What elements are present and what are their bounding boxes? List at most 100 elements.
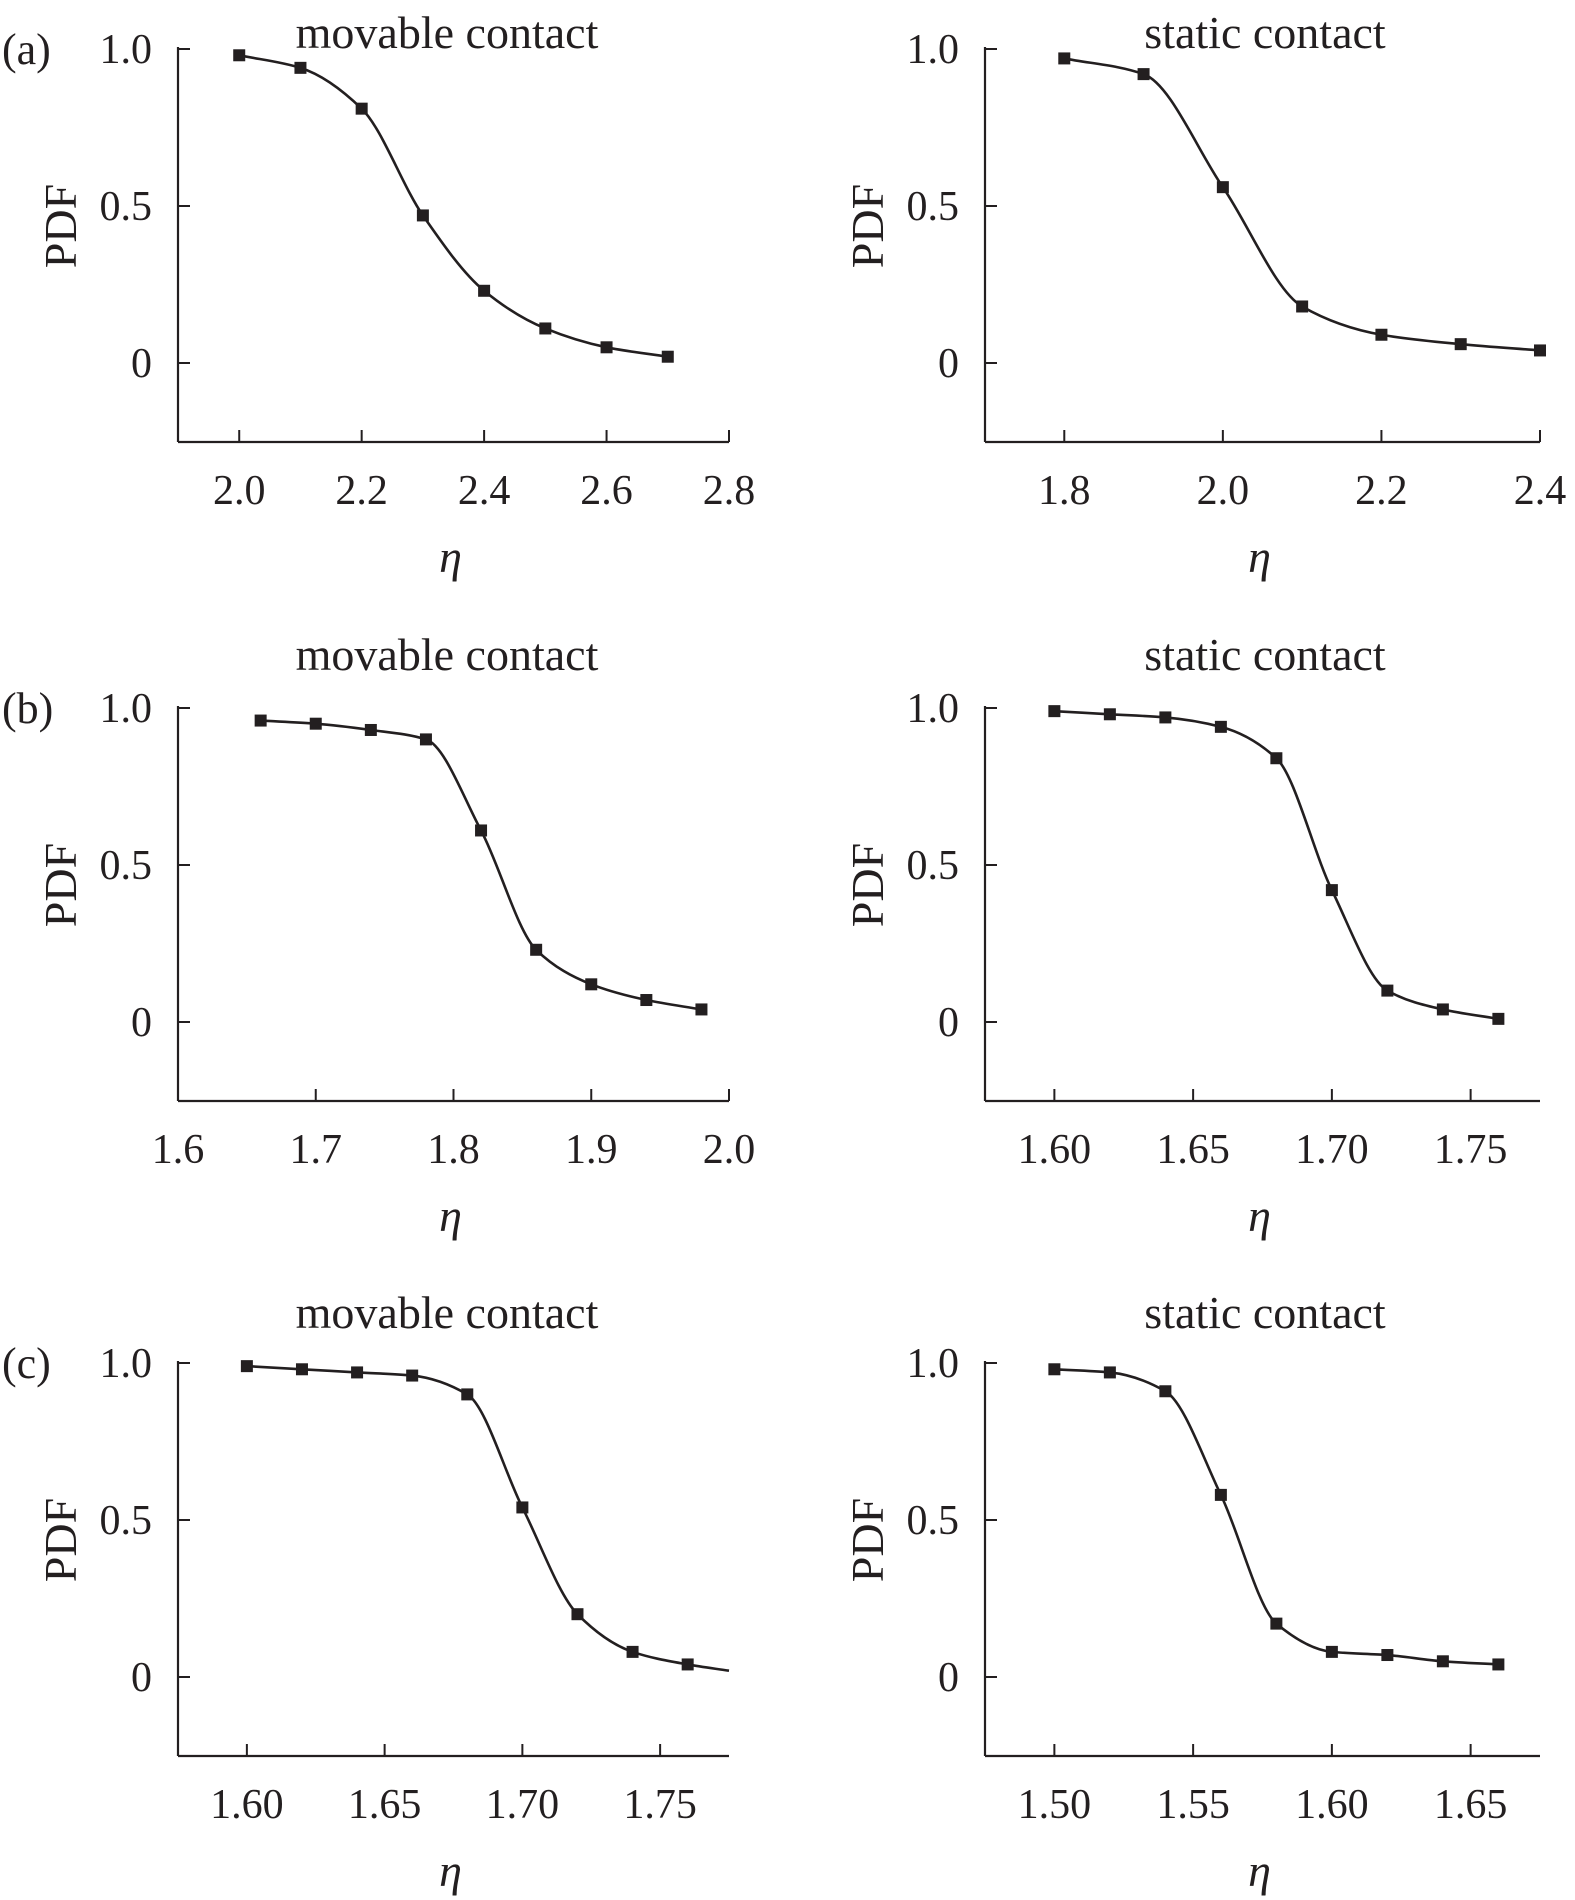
x-tick-label: 1.8 [1038, 468, 1091, 514]
chart-title: static contact [1144, 7, 1386, 58]
series-line [246, 1364, 730, 1673]
y-tick-label: 0 [131, 1000, 152, 1046]
x-axis-label: η [1248, 1845, 1271, 1896]
x-axis-label: η [439, 531, 462, 582]
x-tick-label: 1.55 [1156, 1782, 1230, 1828]
x-tick-label: 1.60 [1018, 1127, 1092, 1173]
x-tick-label: 1.60 [1295, 1782, 1369, 1828]
y-tick-label: 1.0 [907, 686, 960, 732]
chart-panel-5: 1.0 0.5 0 1.60 1.65 1.70 1.75 η PDF movable conta… [2, 1287, 730, 1896]
data-point [516, 1501, 529, 1514]
x-tick-label: 2.4 [1514, 468, 1567, 514]
data-point [355, 102, 368, 115]
x-tick-label: 1.70 [1295, 1127, 1369, 1173]
y-tick-label: 0.5 [100, 1498, 153, 1544]
x-tick-label: 1.8 [427, 1127, 480, 1173]
x-tick-label: 1.65 [1434, 1782, 1508, 1828]
data-point [1375, 328, 1388, 341]
y-axis-label: PDF [35, 184, 86, 268]
y-axis-label: PDF [842, 1498, 893, 1582]
x-tick-label: 2.0 [703, 1127, 756, 1173]
data-point [571, 1608, 584, 1621]
data-point [1103, 708, 1116, 721]
data-point [1381, 984, 1394, 997]
data-point [416, 209, 429, 222]
y-tick-label: 0.5 [100, 843, 153, 889]
data-point [1048, 705, 1061, 718]
chart-panel-3: 1.0 0.5 0 1.6 1.7 1.8 1.9 2.0 η PDF movable contac… [2, 629, 755, 1241]
data-point [406, 1369, 419, 1382]
data-point [681, 1658, 694, 1671]
data-point [295, 1363, 308, 1376]
data-point [1270, 752, 1283, 765]
chart-panel-2: 1.0 0.5 0 1.8 2.0 2.2 2.4 η PDF static contact [842, 7, 1566, 582]
data-point [1325, 884, 1338, 897]
x-tick-label: 1.6 [152, 1127, 205, 1173]
data-point [309, 717, 322, 730]
y-tick-label: 0 [131, 341, 152, 387]
chart-title: static contact [1144, 629, 1386, 680]
y-tick-label: 1.0 [100, 27, 153, 73]
x-tick-label: 2.2 [1355, 468, 1408, 514]
y-tick-label: 1.0 [907, 1341, 960, 1387]
y-axis-label: PDF [35, 843, 86, 927]
data-point [1381, 1649, 1394, 1662]
data-point [640, 994, 653, 1007]
data-point [1058, 52, 1071, 65]
data-point [695, 1003, 708, 1016]
x-tick-label: 1.60 [210, 1782, 284, 1828]
data-point [585, 978, 598, 991]
data-point [626, 1645, 639, 1658]
series-line [238, 54, 668, 359]
x-tick-label: 1.75 [1434, 1127, 1508, 1173]
data-point [240, 1360, 253, 1373]
x-tick-label: 1.65 [348, 1782, 422, 1828]
data-point [1214, 1488, 1227, 1501]
x-tick-label: 2.0 [213, 468, 266, 514]
data-point [539, 322, 552, 335]
data-point [475, 824, 488, 837]
x-axis-label: η [439, 1190, 462, 1241]
y-tick-label: 0.5 [907, 843, 960, 889]
x-tick-label: 2.0 [1197, 468, 1250, 514]
chart-panel-6: 1.0 0.5 0 1.50 1.55 1.60 1.65 η PDF static contac… [842, 1287, 1540, 1896]
data-point [1534, 344, 1546, 357]
data-point [1436, 1003, 1449, 1016]
data-point [1454, 338, 1467, 351]
data-point [351, 1366, 364, 1379]
data-point [478, 284, 491, 297]
data-point [294, 61, 307, 74]
x-axis-label: η [1248, 1190, 1271, 1241]
y-tick-label: 0.5 [907, 184, 960, 230]
data-point [419, 733, 432, 746]
data-point [600, 341, 613, 354]
x-tick-label: 1.9 [565, 1127, 618, 1173]
data-point [661, 350, 674, 363]
y-axis-label: PDF [35, 1498, 86, 1582]
x-tick-label: 1.50 [1018, 1782, 1092, 1828]
panel-label: (b) [2, 684, 53, 733]
y-tick-label: 0 [938, 1655, 959, 1701]
panel-label: (a) [2, 25, 51, 74]
series-line [260, 719, 702, 1011]
data-point [1296, 300, 1309, 313]
data-point [1159, 1385, 1172, 1398]
y-axis-label: PDF [842, 843, 893, 927]
x-tick-label: 2.8 [703, 468, 756, 514]
chart-panel-1: 1.0 0.5 0 2.0 2.2 2.4 2.6 2.8 η PDF movable contac… [2, 7, 755, 582]
series-line [1054, 709, 1499, 1021]
data-point [1048, 1363, 1061, 1376]
data-point [1159, 711, 1172, 724]
y-tick-label: 1.0 [907, 27, 960, 73]
x-tick-label: 1.65 [1156, 1127, 1230, 1173]
data-point [1216, 181, 1229, 194]
data-point [1492, 1012, 1505, 1025]
data-point [1214, 720, 1227, 733]
x-tick-label: 1.70 [486, 1782, 560, 1828]
y-tick-label: 0 [131, 1655, 152, 1701]
chart-panel-4: 1.0 0.5 0 1.60 1.65 1.70 1.75 η PDF static contac… [842, 629, 1540, 1241]
y-tick-label: 0.5 [100, 184, 153, 230]
y-tick-label: 1.0 [100, 1341, 153, 1387]
data-point [1436, 1655, 1449, 1668]
